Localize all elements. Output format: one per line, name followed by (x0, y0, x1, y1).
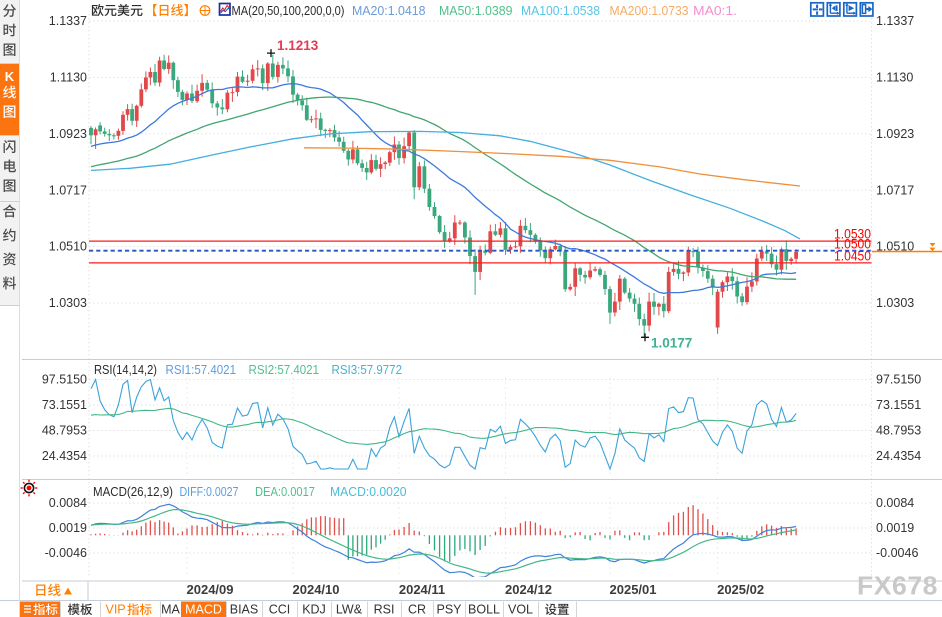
svg-text:RSI2:57.4021: RSI2:57.4021 (249, 363, 320, 377)
svg-text:1.0923: 1.0923 (876, 127, 914, 141)
svg-text:1.1337: 1.1337 (876, 14, 914, 28)
svg-text:MA(20,50,100,200,0,0): MA(20,50,100,200,0,0) (232, 4, 345, 18)
svg-text:0.0084: 0.0084 (49, 496, 87, 510)
svg-text:2024/09: 2024/09 (187, 582, 234, 597)
svg-text:0.0019: 0.0019 (49, 521, 87, 535)
svg-text:1.0510: 1.0510 (49, 240, 87, 254)
svg-text:LW&: LW& (336, 603, 363, 617)
svg-text:97.5150: 97.5150 (42, 373, 87, 387)
svg-text:1.0530: 1.0530 (834, 227, 871, 242)
svg-text:2024/10: 2024/10 (293, 582, 340, 597)
svg-text:1.1130: 1.1130 (876, 71, 913, 85)
svg-text:73.1551: 73.1551 (42, 398, 87, 412)
svg-text:0.0019: 0.0019 (876, 521, 914, 535)
svg-text:RSI3:57.9772: RSI3:57.9772 (332, 363, 403, 377)
svg-text:MA: MA (161, 603, 180, 617)
svg-text:-0.0046: -0.0046 (876, 546, 918, 560)
svg-text:24.4354: 24.4354 (42, 449, 87, 463)
svg-text:1.1337: 1.1337 (49, 14, 87, 28)
svg-text:2024/12: 2024/12 (505, 582, 552, 597)
svg-text:FX678: FX678 (857, 573, 938, 601)
svg-text:RSI1:57.4021: RSI1:57.4021 (166, 363, 237, 377)
svg-text:1.0303: 1.0303 (876, 296, 914, 310)
svg-text:DIFF:0.0027: DIFF:0.0027 (180, 485, 239, 499)
svg-text:1.1130: 1.1130 (50, 71, 87, 85)
svg-text:MACD:0.0020: MACD:0.0020 (330, 485, 407, 499)
svg-text:2025/02: 2025/02 (717, 582, 764, 597)
svg-text:BOLL: BOLL (468, 603, 500, 617)
svg-text:CCI: CCI (269, 603, 291, 617)
svg-text:2025/01: 2025/01 (610, 582, 657, 597)
svg-text:BIAS: BIAS (230, 603, 259, 617)
svg-text:MA50:1.0389: MA50:1.0389 (439, 4, 513, 18)
svg-text:1.0450: 1.0450 (834, 248, 871, 263)
svg-text:1.0500: 1.0500 (834, 237, 871, 252)
svg-text:97.5150: 97.5150 (876, 373, 921, 387)
svg-text:VIP: VIP (106, 603, 126, 617)
svg-text:1.1213: 1.1213 (277, 38, 319, 53)
svg-text:RSI(14,14,2): RSI(14,14,2) (94, 363, 157, 377)
svg-text:MA0:1.: MA0:1. (693, 4, 737, 18)
svg-text:-0.0046: -0.0046 (45, 546, 87, 560)
svg-text:1.0717: 1.0717 (876, 183, 914, 197)
svg-text:48.7953: 48.7953 (876, 424, 921, 438)
svg-text:0.0084: 0.0084 (876, 496, 914, 510)
svg-text:2024/11: 2024/11 (399, 582, 445, 597)
svg-text:MACD(26,12,9): MACD(26,12,9) (93, 485, 173, 499)
svg-text:1.0510: 1.0510 (876, 240, 914, 254)
svg-text:1.0303: 1.0303 (49, 296, 87, 310)
svg-text:73.1551: 73.1551 (876, 398, 921, 412)
svg-text:48.7953: 48.7953 (42, 424, 87, 438)
svg-text:CR: CR (408, 603, 426, 617)
svg-text:MA100:1.0538: MA100:1.0538 (521, 4, 600, 18)
svg-text:VOL: VOL (508, 603, 533, 617)
svg-text:1.0177: 1.0177 (651, 335, 692, 350)
svg-text:MACD: MACD (185, 603, 222, 617)
svg-text:MA200:1.0733: MA200:1.0733 (610, 4, 689, 18)
svg-text:DEA:0.0017: DEA:0.0017 (255, 485, 315, 499)
svg-text:1.0717: 1.0717 (49, 183, 87, 197)
svg-text:K: K (5, 69, 15, 84)
svg-text:MA20:1.0418: MA20:1.0418 (352, 4, 426, 18)
svg-text:KDJ: KDJ (302, 603, 326, 617)
svg-text:RSI: RSI (374, 603, 395, 617)
svg-text:24.4354: 24.4354 (876, 449, 921, 463)
svg-text:1.0923: 1.0923 (49, 127, 87, 141)
svg-text:PSY: PSY (436, 603, 462, 617)
